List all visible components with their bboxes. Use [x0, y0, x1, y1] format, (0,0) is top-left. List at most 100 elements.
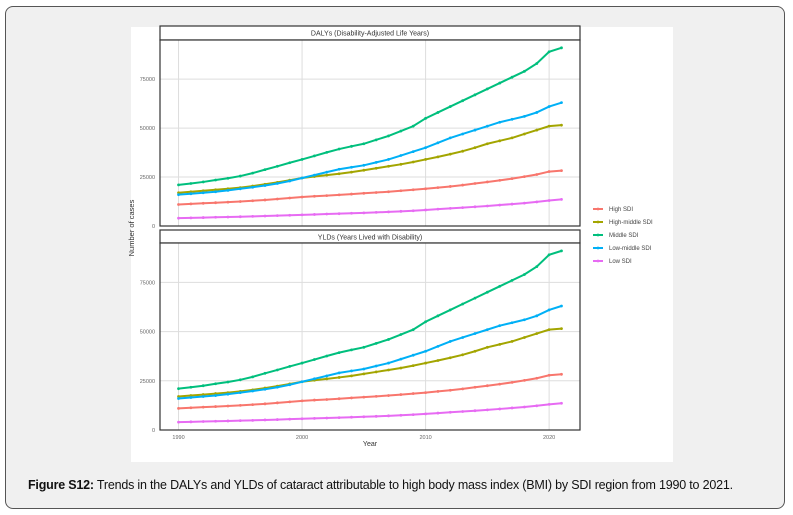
data-point [535, 404, 539, 408]
data-point [374, 414, 378, 418]
y-tick-label: 0 [152, 428, 155, 434]
data-point [374, 160, 378, 164]
data-point [547, 124, 551, 128]
data-point [189, 420, 193, 424]
data-point [485, 142, 489, 146]
data-point [485, 384, 489, 388]
data-point [238, 215, 242, 219]
data-point [473, 146, 477, 150]
data-point [448, 206, 452, 210]
data-point [498, 324, 502, 328]
data-point [325, 416, 329, 420]
data-point [485, 290, 489, 294]
legend-marker [596, 233, 600, 237]
data-point [411, 188, 415, 192]
data-point [251, 389, 255, 393]
data-point [177, 387, 180, 391]
series-line-high-middle-sdi [178, 327, 562, 398]
data-point [424, 391, 427, 394]
data-point [411, 160, 415, 164]
data-point [362, 163, 366, 167]
data-point [560, 372, 563, 376]
data-point [350, 369, 353, 373]
data-point [560, 101, 563, 105]
data-point [535, 111, 539, 114]
data-point [473, 205, 477, 209]
data-point [238, 419, 242, 423]
data-point [201, 420, 205, 423]
data-point [325, 374, 329, 378]
data-point [461, 353, 465, 357]
series-line-low-middle-sdi [178, 305, 562, 400]
y-tick-label: 50000 [140, 330, 155, 336]
data-point [510, 340, 514, 343]
data-point [214, 419, 217, 423]
y-axis-label: Number of cases [127, 199, 136, 256]
data-point [263, 168, 267, 172]
data-point [374, 370, 378, 374]
data-point [275, 214, 279, 218]
data-point [313, 416, 316, 420]
data-point [288, 179, 292, 183]
data-point [288, 213, 292, 217]
data-point [448, 105, 452, 108]
data-point [399, 209, 403, 213]
data-point [399, 413, 403, 417]
figure-caption: Figure S12: Trends in the DALYs and YLDs… [28, 478, 733, 492]
data-point [387, 134, 390, 138]
data-point [448, 136, 452, 140]
data-point [214, 394, 217, 397]
data-point [547, 105, 551, 108]
data-point [436, 155, 440, 159]
data-point [288, 196, 292, 200]
legend: High SDI High-middle SDI Middle SDI Low-mid… [593, 207, 653, 265]
data-point [275, 385, 279, 389]
legend-label: Low-middle SDI [609, 246, 652, 252]
data-point [436, 344, 440, 348]
series-line-high-sdi [178, 169, 562, 206]
data-point [263, 387, 267, 391]
data-point [350, 144, 353, 148]
data-point [275, 368, 279, 372]
data-point [288, 417, 292, 421]
data-point [263, 214, 267, 218]
legend-marker [596, 259, 600, 263]
data-point [387, 190, 390, 194]
data-point [226, 215, 230, 219]
data-point [300, 158, 304, 161]
data-point [436, 411, 440, 415]
data-point [535, 200, 539, 204]
data-point [313, 154, 316, 158]
caption-label: Figure S12: [28, 478, 94, 492]
data-point [251, 215, 255, 218]
data-point [411, 124, 415, 128]
data-point [325, 173, 329, 177]
x-tick-label: 2000 [296, 435, 308, 441]
data-point [325, 194, 329, 198]
data-point [523, 378, 526, 382]
data-point [473, 182, 477, 185]
data-point [263, 418, 267, 422]
data-point [337, 351, 341, 355]
data-point [436, 314, 440, 318]
data-point [362, 191, 366, 195]
data-point [535, 128, 539, 132]
data-point [485, 87, 489, 91]
data-point [523, 318, 526, 322]
data-point [424, 187, 427, 191]
data-point [461, 206, 465, 209]
plot-area [160, 243, 580, 430]
y-tick-label: 0 [152, 224, 155, 230]
y-tick-label: 25000 [140, 379, 155, 385]
legend-label: High-middle SDI [609, 220, 653, 226]
data-point [214, 392, 217, 395]
data-point [547, 199, 551, 202]
data-point [510, 136, 514, 140]
data-point [547, 328, 551, 332]
series-line-high-sdi [178, 373, 562, 410]
data-point [226, 200, 230, 204]
data-point [201, 384, 205, 388]
data-point [362, 367, 366, 371]
data-point [251, 418, 255, 422]
data-point [189, 192, 193, 196]
